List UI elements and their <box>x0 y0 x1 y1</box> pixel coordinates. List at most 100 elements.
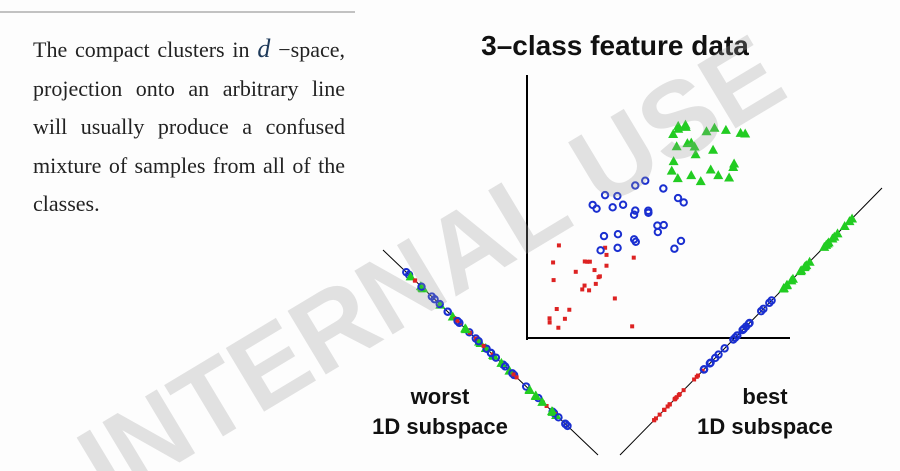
paragraph: The compact clusters in d −space, projec… <box>33 30 345 224</box>
point <box>592 268 597 273</box>
point <box>580 287 585 292</box>
point <box>585 259 590 264</box>
point <box>613 243 622 253</box>
point <box>695 176 706 186</box>
point <box>673 193 683 203</box>
point <box>631 237 641 247</box>
points <box>402 119 858 431</box>
point <box>613 229 623 239</box>
point <box>537 396 548 406</box>
point <box>713 170 724 180</box>
point <box>508 369 517 378</box>
point <box>500 362 510 371</box>
point <box>690 149 701 159</box>
label: 1D subspace <box>372 414 508 439</box>
point <box>786 275 797 285</box>
point <box>652 418 657 423</box>
point <box>692 377 697 382</box>
point <box>509 370 519 380</box>
point <box>682 138 693 148</box>
point <box>562 316 567 321</box>
point <box>839 221 850 231</box>
point <box>796 265 807 275</box>
point <box>667 402 672 407</box>
point <box>427 292 437 301</box>
point <box>460 323 471 333</box>
point <box>474 337 483 346</box>
point <box>547 316 552 321</box>
point <box>612 296 617 301</box>
point <box>587 288 592 293</box>
point <box>668 156 679 166</box>
point <box>486 348 496 358</box>
point <box>665 404 670 409</box>
label: best <box>742 384 788 409</box>
point <box>729 158 740 168</box>
point <box>681 388 686 393</box>
point <box>413 278 418 283</box>
point <box>659 184 668 193</box>
point <box>531 390 542 400</box>
point <box>511 372 516 377</box>
point <box>699 365 709 374</box>
point <box>490 352 495 357</box>
point <box>491 353 501 362</box>
point <box>729 335 738 344</box>
point <box>453 316 462 326</box>
point <box>402 267 411 277</box>
point <box>554 307 559 312</box>
point <box>705 359 715 368</box>
point <box>443 307 452 316</box>
point <box>668 128 679 138</box>
point <box>435 299 444 309</box>
point <box>670 244 679 253</box>
point <box>657 412 662 417</box>
point <box>496 357 507 367</box>
point <box>482 344 491 353</box>
point <box>582 259 587 264</box>
point <box>686 170 697 180</box>
point <box>676 236 686 246</box>
point <box>821 239 832 249</box>
point <box>588 200 597 210</box>
point <box>679 198 688 207</box>
point <box>573 269 578 274</box>
point <box>720 344 729 353</box>
point <box>735 127 746 137</box>
point <box>629 210 639 219</box>
point <box>554 413 563 422</box>
point <box>662 408 667 413</box>
point <box>701 126 712 136</box>
point <box>829 231 840 241</box>
math: d <box>257 34 271 63</box>
point <box>756 306 766 316</box>
point <box>676 393 681 398</box>
point <box>603 245 608 250</box>
point <box>631 255 636 260</box>
point <box>847 213 858 223</box>
point <box>673 123 684 133</box>
point <box>709 122 720 132</box>
point <box>631 206 640 215</box>
point <box>604 252 609 257</box>
point <box>544 403 549 408</box>
point <box>597 274 602 279</box>
text: The compact clusters in <box>33 37 250 62</box>
point <box>674 395 679 400</box>
point <box>599 231 609 241</box>
point <box>781 280 792 290</box>
point <box>481 343 486 348</box>
point <box>680 119 691 129</box>
point <box>593 281 598 286</box>
point <box>567 307 572 312</box>
point <box>551 278 556 283</box>
point <box>695 373 700 378</box>
point <box>708 144 719 154</box>
point <box>672 173 683 183</box>
point <box>745 318 754 328</box>
point <box>700 368 705 373</box>
point <box>767 296 776 305</box>
point <box>730 333 740 342</box>
point <box>618 200 628 209</box>
